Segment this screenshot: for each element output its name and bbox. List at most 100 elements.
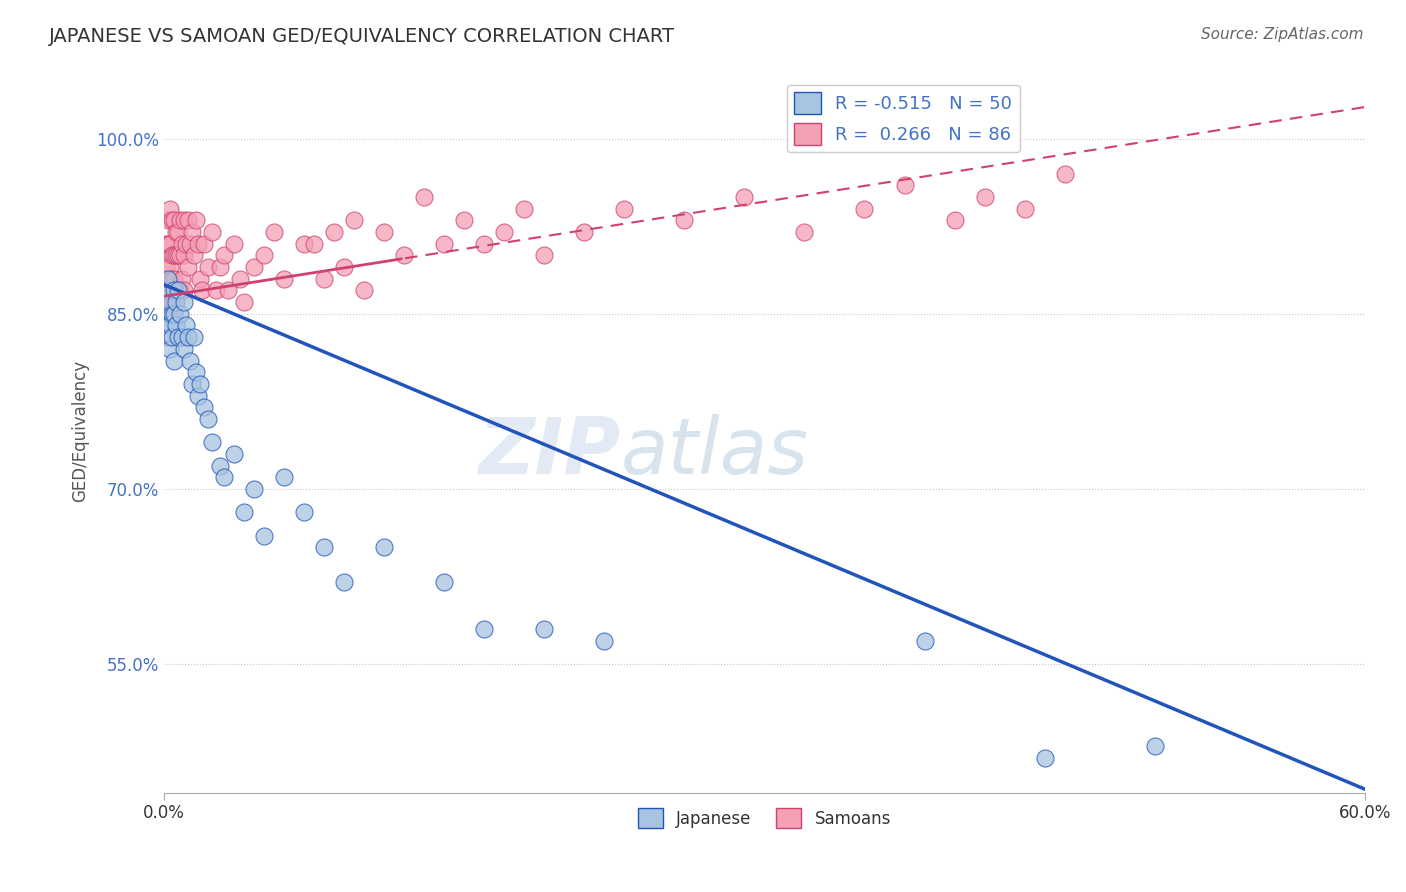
Point xyxy=(160,248,183,262)
Point xyxy=(163,284,186,298)
Point xyxy=(173,284,195,298)
Point xyxy=(193,236,215,251)
Point xyxy=(167,225,190,239)
Point xyxy=(233,505,256,519)
Text: ZIP: ZIP xyxy=(478,414,620,491)
Point xyxy=(167,330,190,344)
Point xyxy=(159,260,181,274)
Point xyxy=(160,330,183,344)
Point xyxy=(170,330,193,344)
Point xyxy=(314,541,336,555)
Point xyxy=(167,248,190,262)
Point xyxy=(472,622,495,636)
Point xyxy=(1033,750,1056,764)
Point xyxy=(302,236,325,251)
Point xyxy=(159,202,181,216)
Point xyxy=(167,284,190,298)
Point xyxy=(173,213,195,227)
Point xyxy=(253,248,276,262)
Point xyxy=(613,202,636,216)
Point xyxy=(201,225,224,239)
Point xyxy=(209,458,232,473)
Point xyxy=(157,272,180,286)
Point xyxy=(392,248,415,262)
Point xyxy=(201,435,224,450)
Point xyxy=(314,272,336,286)
Point xyxy=(155,260,177,274)
Point xyxy=(163,295,186,310)
Point xyxy=(292,236,315,251)
Point xyxy=(157,330,180,344)
Point xyxy=(197,412,219,426)
Point xyxy=(160,213,183,227)
Point xyxy=(159,307,181,321)
Point xyxy=(233,295,256,310)
Point xyxy=(157,213,180,227)
Point xyxy=(165,225,187,239)
Point xyxy=(165,318,187,333)
Point xyxy=(733,190,755,204)
Point xyxy=(343,213,366,227)
Point xyxy=(188,272,211,286)
Point xyxy=(163,353,186,368)
Point xyxy=(853,202,876,216)
Point xyxy=(533,248,555,262)
Point xyxy=(373,541,395,555)
Point xyxy=(229,272,252,286)
Point xyxy=(673,213,696,227)
Point xyxy=(205,284,228,298)
Point xyxy=(513,202,536,216)
Point xyxy=(174,318,197,333)
Point xyxy=(177,260,200,274)
Point xyxy=(159,295,181,310)
Point xyxy=(187,388,209,402)
Point xyxy=(413,190,436,204)
Point xyxy=(177,330,200,344)
Point xyxy=(181,225,204,239)
Point xyxy=(169,248,191,262)
Point xyxy=(159,236,181,251)
Point xyxy=(217,284,239,298)
Point xyxy=(155,307,177,321)
Point xyxy=(159,318,181,333)
Point xyxy=(163,307,186,321)
Point xyxy=(1014,202,1036,216)
Point xyxy=(173,295,195,310)
Point xyxy=(155,307,177,321)
Point xyxy=(159,342,181,356)
Point xyxy=(273,470,295,484)
Point xyxy=(169,213,191,227)
Point xyxy=(179,353,201,368)
Point xyxy=(914,633,936,648)
Point xyxy=(174,236,197,251)
Point xyxy=(163,213,186,227)
Point xyxy=(159,284,181,298)
Point xyxy=(353,284,375,298)
Point xyxy=(333,260,356,274)
Point xyxy=(160,295,183,310)
Point xyxy=(155,236,177,251)
Point xyxy=(183,248,205,262)
Point xyxy=(160,272,183,286)
Text: atlas: atlas xyxy=(620,414,808,491)
Point xyxy=(157,272,180,286)
Point xyxy=(193,401,215,415)
Point xyxy=(574,225,596,239)
Point xyxy=(169,307,191,321)
Point xyxy=(533,622,555,636)
Point xyxy=(453,213,475,227)
Point xyxy=(169,284,191,298)
Point xyxy=(155,284,177,298)
Point xyxy=(183,330,205,344)
Point xyxy=(167,284,190,298)
Point xyxy=(973,190,995,204)
Point xyxy=(157,295,180,310)
Point xyxy=(212,248,235,262)
Point xyxy=(273,272,295,286)
Point xyxy=(191,284,214,298)
Point xyxy=(253,529,276,543)
Point xyxy=(179,236,201,251)
Point xyxy=(155,284,177,298)
Point xyxy=(157,236,180,251)
Point xyxy=(222,447,245,461)
